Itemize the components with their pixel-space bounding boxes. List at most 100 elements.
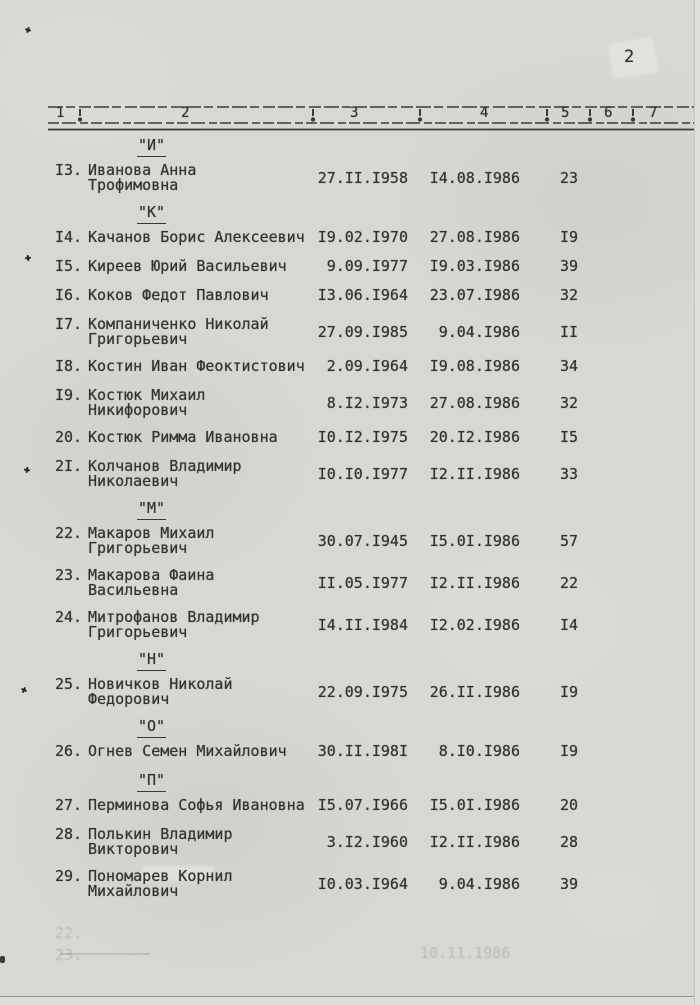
entry-name-line: Григорьевич (88, 623, 188, 641)
entry-birth-date: 30.II.I98I (317, 742, 408, 760)
entry-value: 28 (559, 832, 579, 851)
table-row: I9. Костюк Михаил Никифорович 8.I2.I973 27.0… (55, 388, 630, 418)
entry-number: 23. (55, 566, 83, 584)
ruler-lines (48, 106, 696, 131)
entry-name-line: Макарова Фаина (88, 566, 215, 584)
entry-second-date: I9.08.I986 (429, 357, 520, 375)
ruler-ticks (77, 109, 636, 122)
entry-name: Костюк Римма Ивановна (88, 430, 312, 445)
entry-name-line: Викторович (88, 840, 179, 858)
entry-name-line: Никифорович (88, 401, 188, 419)
entry-birth-date: I0.I2.I975 (317, 428, 408, 446)
table-row: 29. Пономарев Корнил Михайлович I0.03.I964 9… (55, 869, 630, 899)
section-letter-text: "М" (137, 499, 167, 520)
entry-value: I4 (559, 615, 579, 634)
scan-speck (0, 956, 5, 963)
margin-mark-icon (24, 28, 32, 32)
entry-second-date: I2.II.I986 (429, 832, 520, 851)
entry-birth-date: I0.03.I964 (317, 874, 408, 893)
entry-second-date: 27.08.I986 (429, 228, 520, 246)
ruler-column-number: 6 (604, 105, 613, 121)
entry-second-date: I5.0I.I986 (429, 796, 520, 814)
entry-second-date: 9.04.I986 (438, 322, 520, 341)
entry-name: Киреев Юрий Васильевич (88, 259, 312, 274)
entry-name: Макаров Михаил Григорьевич (88, 526, 312, 556)
entry-value: 23 (559, 168, 579, 187)
entry-name-line: Новичков Николай (88, 675, 233, 693)
ruler-column-number: 1 (56, 105, 65, 121)
entry-name: Иванова Анна Трофимовна (88, 163, 312, 193)
ruler-column-number: 7 (649, 105, 658, 121)
table-row: 22. Макаров Михаил Григорьевич 30.07.I945 I5… (55, 526, 630, 556)
entry-birth-date: I9.02.I970 (317, 228, 408, 246)
entry-number: 20. (55, 428, 83, 446)
entry-number: 2I. (55, 457, 83, 475)
entry-second-date: 23.07.I986 (429, 286, 520, 304)
scan-right-edge (694, 0, 700, 1005)
entry-second-date: 27.08.I986 (429, 393, 520, 412)
entry-value: I9 (559, 682, 579, 701)
margin-mark-icon (23, 468, 31, 472)
entry-number: 27. (55, 796, 83, 814)
entry-value: 22 (559, 573, 579, 592)
entry-value: I5 (559, 428, 579, 446)
entry-name-line: Колчанов Владимир (88, 457, 242, 475)
entry-birth-date: 8.I2.I973 (326, 393, 408, 412)
entry-name-line: Иванова Анна (88, 161, 197, 179)
table-row: 26. Огнев Семен Михайлович 30.II.I98I 8.I0.… (55, 744, 630, 759)
entry-name: Коков Федот Павлович (88, 288, 312, 303)
entry-birth-date: I3.06.I964 (317, 286, 408, 304)
margin-mark-icon (24, 256, 32, 260)
entry-name-line: Компаниченко Николай (88, 315, 269, 333)
correction-patch (142, 866, 214, 881)
entry-number: I9. (55, 386, 83, 404)
entry-value: 33 (559, 464, 579, 483)
entry-name-line: Костюк Римма Ивановна (88, 428, 278, 446)
ruler-column-number: 2 (181, 105, 190, 121)
entry-number: 29. (55, 867, 83, 885)
entry-name-line: Костин Иван Феоктистович (88, 357, 305, 375)
table-row: 27. Перминова Софья Ивановна I5.07.I966 I5.… (55, 798, 630, 813)
entry-number: 26. (55, 742, 83, 760)
ruler-column-number: 5 (561, 105, 570, 121)
entry-value: 39 (559, 874, 579, 893)
entry-name: Макарова Фаина Васильевна (88, 568, 312, 598)
entry-name-line: Михайлович (88, 882, 179, 900)
entry-name-line: Качанов Борис Алексеевич (88, 228, 305, 246)
ghost-bleedthrough-text: 23. (55, 946, 83, 964)
personnel-list: "И" I3. Иванова Анна Трофимовна 27.II.I958 I4… (55, 136, 630, 911)
entry-second-date: I2.II.I986 (429, 464, 520, 483)
entry-value: 34 (559, 357, 579, 375)
section-letter-text: "К" (137, 203, 167, 224)
ruler-column-number: 3 (350, 105, 359, 121)
entry-name: Новичков Николай Федорович (88, 677, 312, 707)
scan-bottom-edge (0, 996, 700, 997)
section-letter-heading: "Н" (137, 650, 630, 671)
entry-name-line: Коков Федот Павлович (88, 286, 269, 304)
entry-name-line: Макаров Михаил (88, 524, 215, 542)
entry-number: I6. (55, 286, 83, 304)
entry-value: 32 (559, 393, 579, 412)
section-letter-text: "О" (137, 717, 167, 738)
table-row: I3. Иванова Анна Трофимовна 27.II.I958 I4.08… (55, 163, 630, 193)
page-number: 2 (624, 47, 636, 67)
entry-name-line: Киреев Юрий Васильевич (88, 257, 287, 275)
entry-name-line: Огнев Семен Михайлович (88, 742, 287, 760)
entry-birth-date: 9.09.I977 (326, 257, 408, 275)
table-row: I8. Костин Иван Феоктистович 2.09.I964 I9.0… (55, 359, 630, 374)
entry-number: I3. (55, 161, 83, 179)
entry-name: Перминова Софья Ивановна (88, 798, 312, 813)
entry-number: 25. (55, 675, 83, 693)
section-letter-heading: "И" (137, 136, 630, 157)
ruler-column-number: 4 (480, 105, 489, 121)
section-letter-heading: "П" (137, 771, 630, 792)
entry-name: Митрофанов Владимир Григорьевич (88, 610, 312, 640)
entry-birth-date: 30.07.I945 (317, 531, 408, 550)
entry-number: I7. (55, 315, 83, 333)
entry-name: Качанов Борис Алексеевич (88, 230, 312, 245)
entry-number: 28. (55, 825, 83, 843)
table-row: I6. Коков Федот Павлович I3.06.I964 23.07.I… (55, 288, 630, 303)
entry-second-date: I4.08.I986 (429, 168, 520, 187)
entry-number: 22. (55, 524, 83, 542)
